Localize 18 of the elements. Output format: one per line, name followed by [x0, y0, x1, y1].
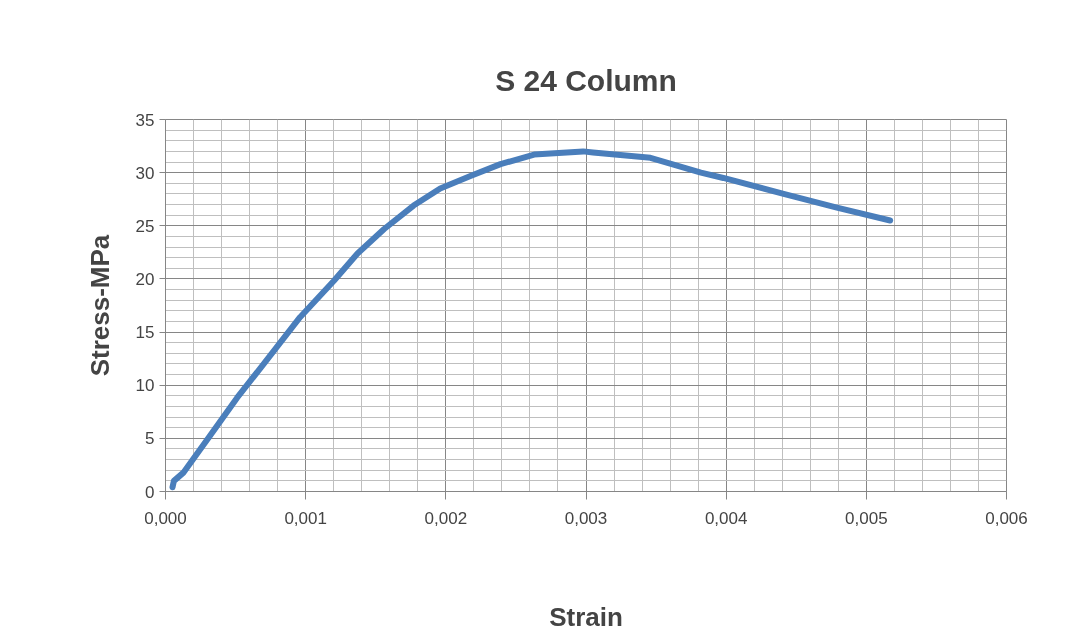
x-tick-label: 0,001: [284, 508, 327, 528]
x-tick-label: 0,005: [845, 508, 888, 528]
x-tick-label: 0,003: [564, 508, 608, 528]
x-tick-label: 0,002: [424, 508, 468, 528]
y-tick-label: 20: [135, 269, 155, 289]
x-tick-label: 0,004: [704, 508, 748, 528]
x-axis-title: Strain: [549, 601, 623, 632]
x-tick-label: 0,006: [985, 508, 1028, 528]
y-tick-label: 35: [135, 110, 155, 130]
y-tick-label: 30: [135, 163, 155, 183]
y-axis-title: Stress-MPa: [84, 234, 115, 377]
y-tick-label: 10: [135, 376, 155, 396]
y-tick-label: 0: [145, 482, 155, 502]
chart-title: S 24 Column: [495, 64, 677, 97]
x-tick-label: 0,000: [144, 508, 187, 528]
y-tick-label: 5: [145, 429, 155, 449]
y-tick-label: 15: [135, 323, 155, 343]
y-tick-label: 25: [135, 216, 155, 236]
